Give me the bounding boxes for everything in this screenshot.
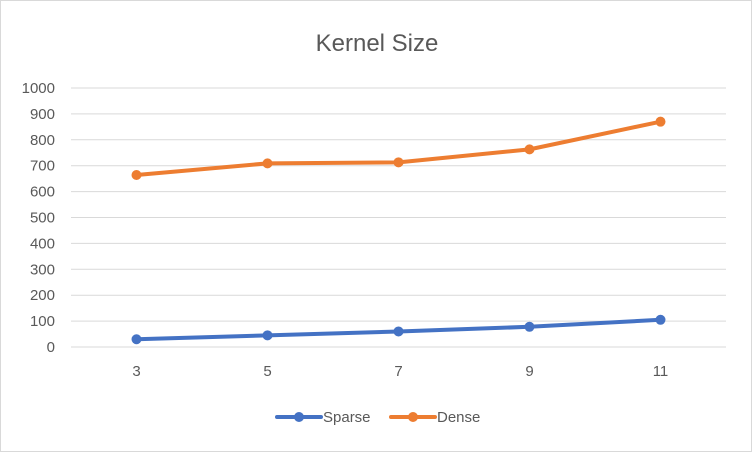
data-point-dense [655,116,666,127]
x-tick-label: 5 [263,363,271,380]
data-point-dense [524,144,535,155]
legend-label: Dense [437,409,480,426]
y-tick-label: 900 [30,106,55,123]
y-tick-label: 700 [30,158,55,175]
data-point-sparse [524,321,535,332]
data-point-sparse [131,334,142,345]
data-point-dense [262,158,273,169]
y-tick-label: 200 [30,287,55,304]
y-tick-label: 500 [30,210,55,227]
data-point-sparse [262,330,273,341]
legend: Sparse Dense [275,409,480,426]
legend-swatch-marker [408,412,418,422]
x-tick-label: 3 [132,363,140,380]
x-tick-label: 7 [394,363,402,380]
y-tick-label: 300 [30,261,55,278]
y-axis-ticks: 0 100 200 300 400 500 600 700 800 900 1000 [22,80,55,356]
legend-item-sparse: Sparse [275,409,371,426]
x-axis-ticks: 3 5 7 9 11 [132,363,668,380]
series-dense [131,116,666,181]
y-tick-label: 1000 [22,80,55,97]
legend-swatch-marker [294,412,304,422]
x-tick-label: 9 [525,363,533,380]
chart-title: Kernel Size [316,30,439,57]
grid-lines [71,87,726,348]
data-point-sparse [393,326,404,337]
data-point-sparse [655,314,666,325]
y-tick-label: 400 [30,235,55,252]
y-tick-label: 100 [30,313,55,330]
series-sparse [131,314,666,345]
y-tick-label: 0 [47,339,55,356]
data-point-dense [393,157,404,168]
data-point-dense [131,170,142,181]
legend-item-dense: Dense [389,409,480,426]
legend-label: Sparse [323,409,371,426]
x-tick-label: 11 [653,363,669,380]
y-tick-label: 600 [30,184,55,201]
y-tick-label: 800 [30,132,55,149]
series-layer [131,116,666,345]
